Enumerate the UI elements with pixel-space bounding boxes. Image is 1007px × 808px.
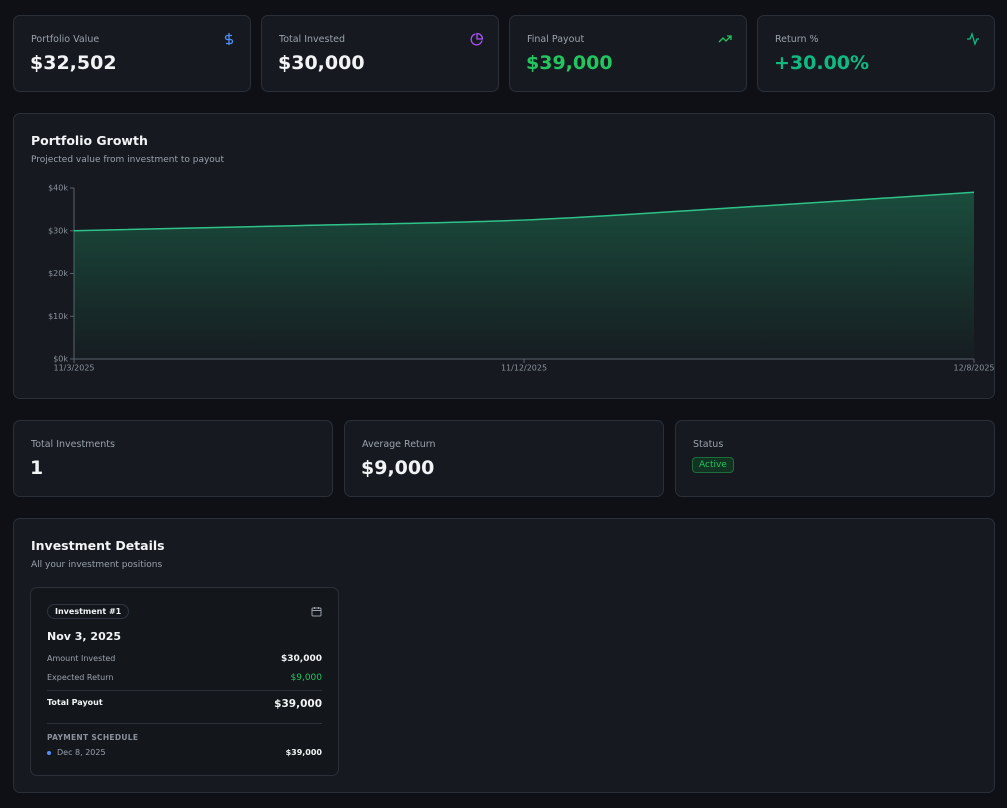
stat-value: $30,000 <box>278 52 365 74</box>
row-value: $9,000 <box>290 673 323 683</box>
trend-icon <box>718 35 732 43</box>
x-tick-label: 11/12/2025 <box>501 364 547 373</box>
status-badge: Active <box>692 457 734 473</box>
stat-card: Total Invested $30,000 <box>261 15 499 92</box>
summary-card: Average Return $9,000 <box>344 420 664 497</box>
chart: $0k $10k $20k $30k $40k 11/3/2025 11/12/2025 12… <box>48 184 994 373</box>
y-tick-label: $0k <box>53 355 68 364</box>
chart-card: Portfolio Growth Projected value from in… <box>13 113 995 399</box>
summary-label: Total Investments <box>31 439 115 450</box>
area-line <box>73 191 975 232</box>
total-label: Total Payout <box>47 698 103 707</box>
schedule-row: Dec 8, 2025 $39,000 <box>47 748 322 757</box>
details-title: Investment Details <box>31 538 165 553</box>
summary-label: Average Return <box>362 439 436 450</box>
stat-label: Return % <box>775 34 819 45</box>
bullet <box>47 750 51 755</box>
stat-card: Return % +30.00% <box>757 15 995 92</box>
stat-value: $32,502 <box>30 52 117 74</box>
stat-card: Portfolio Value $32,502 <box>13 15 251 92</box>
y-tick-label: $10k <box>48 312 68 321</box>
detail-row: Expected Return $9,000 <box>47 673 322 683</box>
area-fill <box>74 192 974 359</box>
x-tick-label: 11/3/2025 <box>53 364 94 373</box>
activity-icon <box>967 32 979 46</box>
row-label: Amount Invested <box>47 654 116 663</box>
dollar-icon <box>224 33 234 45</box>
schedule-date: Dec 8, 2025 <box>47 748 106 757</box>
pie-icon <box>470 32 484 46</box>
stat-card: Final Payout $39,000 <box>509 15 747 92</box>
stat-value: $39,000 <box>526 52 613 74</box>
row-value: $30,000 <box>281 654 322 664</box>
total-row: Total Payout $39,000 <box>47 698 322 710</box>
calendar-icon <box>311 607 322 617</box>
schedule-title: PAYMENT SCHEDULE <box>47 733 139 742</box>
summary-value: 1 <box>30 457 44 479</box>
summary-card: Status Active <box>675 420 995 497</box>
divider <box>47 723 322 724</box>
stat-value: +30.00% <box>774 52 870 74</box>
y-tick-label: $20k <box>48 269 68 278</box>
total-value: $39,000 <box>274 698 322 710</box>
schedule-amount: $39,000 <box>285 748 322 757</box>
summary-label: Status <box>693 439 724 450</box>
details-subtitle: All your investment positions <box>31 560 163 570</box>
schedule-date-text: Dec 8, 2025 <box>57 748 106 757</box>
investment-card: Investment #1 Nov 3, 2025 Amount Investe… <box>30 587 339 776</box>
stat-label: Total Invested <box>279 34 346 45</box>
summary-value: $9,000 <box>361 457 435 479</box>
chart-subtitle: Projected value from investment to payou… <box>31 155 225 165</box>
details-card: Investment Details All your investment p… <box>13 518 995 793</box>
detail-row: Amount Invested $30,000 <box>47 654 322 664</box>
y-tick-label: $40k <box>48 184 68 193</box>
y-tick-label: $30k <box>48 226 68 235</box>
investment-badge: Investment #1 <box>47 604 130 619</box>
x-tick-label: 12/8/2025 <box>953 364 994 373</box>
investment-date: Nov 3, 2025 <box>47 630 122 643</box>
row-label: Expected Return <box>47 673 114 682</box>
chart-title: Portfolio Growth <box>31 133 148 148</box>
stat-label: Final Payout <box>527 34 585 45</box>
divider <box>47 690 322 691</box>
summary-card: Total Investments 1 <box>13 420 333 497</box>
stat-label: Portfolio Value <box>31 34 100 45</box>
